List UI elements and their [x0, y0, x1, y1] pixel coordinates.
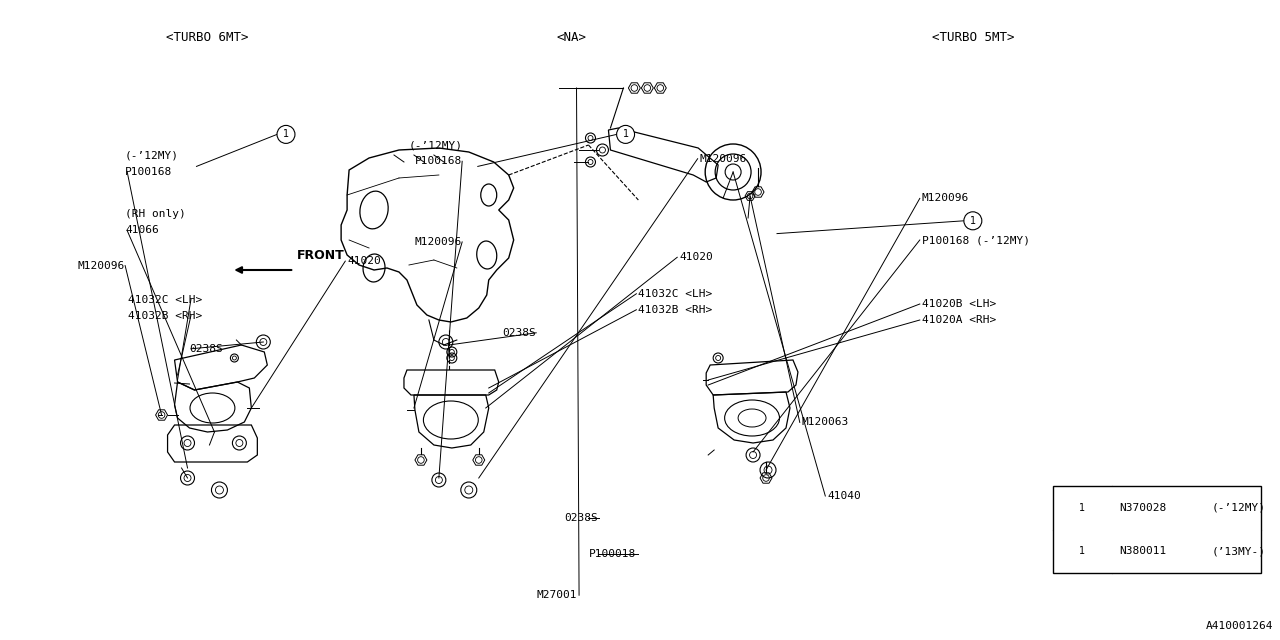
Text: 1: 1	[1079, 503, 1085, 513]
Text: <TURBO 5MT>: <TURBO 5MT>	[932, 31, 1014, 44]
Text: P100168: P100168	[415, 156, 462, 166]
Text: (’13MY-): (’13MY-)	[1211, 546, 1266, 556]
Text: M120096: M120096	[415, 237, 462, 247]
Text: P100168: P100168	[125, 166, 173, 177]
Circle shape	[276, 125, 294, 143]
Text: 1: 1	[622, 129, 628, 140]
Text: N380011: N380011	[1120, 546, 1167, 556]
Circle shape	[964, 212, 982, 230]
Text: 41040: 41040	[827, 491, 861, 501]
Text: 41032C <LH>: 41032C <LH>	[128, 294, 202, 305]
Text: 41020A <RH>: 41020A <RH>	[922, 315, 996, 325]
Text: 41066: 41066	[125, 225, 159, 236]
Text: 1: 1	[970, 216, 975, 226]
Text: FRONT: FRONT	[297, 248, 346, 262]
Text: P100018: P100018	[589, 548, 636, 559]
Text: (-’12MY): (-’12MY)	[408, 141, 462, 151]
Text: 0238S: 0238S	[189, 344, 223, 354]
FancyBboxPatch shape	[1053, 486, 1261, 573]
Text: M27001: M27001	[536, 590, 577, 600]
Circle shape	[617, 125, 635, 143]
Text: <TURBO 6MT>: <TURBO 6MT>	[165, 31, 248, 44]
Text: 41032C <LH>: 41032C <LH>	[639, 289, 713, 299]
Text: N370028: N370028	[1120, 503, 1167, 513]
Text: M120096: M120096	[78, 260, 125, 271]
Text: <NA>: <NA>	[557, 31, 588, 44]
Circle shape	[1075, 501, 1089, 515]
Text: 41020: 41020	[680, 252, 713, 262]
Text: (-’12MY): (-’12MY)	[1211, 503, 1266, 513]
Circle shape	[1075, 544, 1089, 558]
Text: (RH only): (RH only)	[125, 209, 186, 220]
Text: 0238S: 0238S	[563, 513, 598, 524]
Text: 41032B <RH>: 41032B <RH>	[128, 310, 202, 321]
Text: 41020B <LH>: 41020B <LH>	[922, 299, 996, 309]
Text: P100168 (-’12MY): P100168 (-’12MY)	[922, 235, 1030, 245]
Text: 0238S: 0238S	[503, 328, 536, 338]
Text: 41032B <RH>: 41032B <RH>	[639, 305, 713, 315]
Text: M120096: M120096	[700, 154, 748, 164]
Text: M120063: M120063	[801, 417, 849, 428]
Text: (-’12MY): (-’12MY)	[125, 150, 179, 161]
Text: A410001264: A410001264	[1206, 621, 1272, 631]
Text: 41020: 41020	[347, 256, 381, 266]
Text: 1: 1	[283, 129, 289, 140]
Text: 1: 1	[1079, 546, 1085, 556]
Text: M120096: M120096	[922, 193, 969, 204]
